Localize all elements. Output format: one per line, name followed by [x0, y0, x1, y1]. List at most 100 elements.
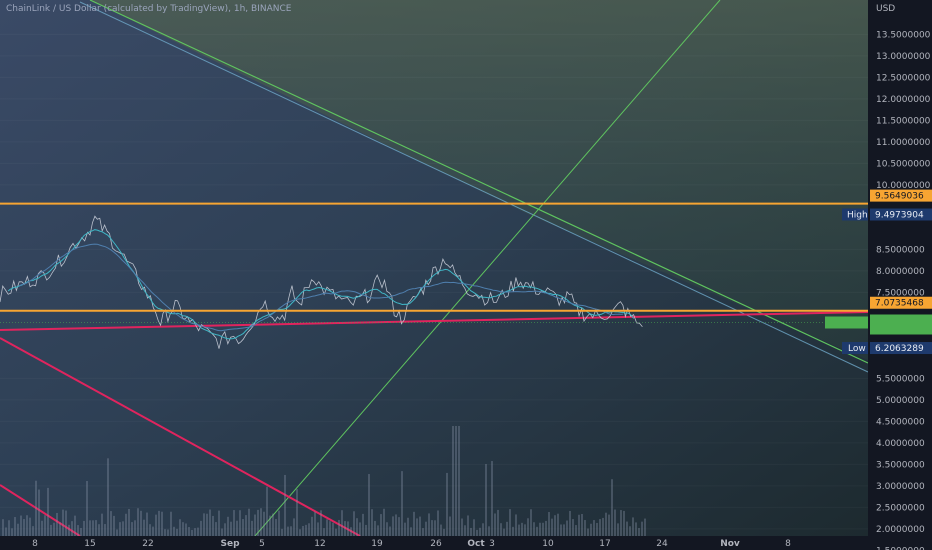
volume-bar	[368, 474, 370, 536]
volume-bar	[35, 480, 37, 536]
trendline-red-descending-1	[0, 337, 361, 537]
trendline-green-ascending	[254, 0, 721, 537]
volume-bar	[200, 520, 202, 536]
x-tick-label: 22	[142, 539, 153, 549]
volume-bar	[371, 509, 373, 536]
volume-bar	[245, 515, 247, 536]
y-tick-label: 13.5000000	[876, 30, 931, 40]
low-badge-text: 6.2063289	[875, 344, 924, 354]
x-tick-label: 5	[259, 539, 265, 549]
volume-bar	[500, 523, 502, 536]
volume-bar	[68, 524, 70, 536]
volume-bar	[107, 458, 109, 536]
volume-bar	[326, 519, 328, 536]
volume-bar	[236, 520, 238, 536]
volume-bar	[149, 524, 151, 536]
volume-bar	[359, 522, 361, 536]
volume-bar	[317, 522, 319, 536]
level-badge-support-text: 7.0735468	[875, 299, 924, 309]
volume-bar	[104, 524, 106, 536]
volume-bar	[251, 520, 253, 536]
volume-bar	[410, 527, 412, 536]
volume-bar	[302, 525, 304, 536]
volume-bar	[581, 513, 583, 536]
volume-bar	[611, 479, 613, 536]
volume-bar	[137, 508, 139, 536]
volume-bar	[134, 520, 136, 536]
volume-bar	[173, 526, 175, 536]
moving-average-fast	[7, 229, 635, 340]
volume-bar	[350, 527, 352, 536]
volume-bar	[401, 471, 403, 536]
level-badge-resistance-text: 9.5649036	[875, 192, 924, 202]
volume-bar	[20, 515, 22, 536]
y-tick-label: 11.5000000	[876, 116, 931, 126]
volume-bar	[605, 512, 607, 536]
volume-bar	[116, 529, 118, 536]
volume-bar	[170, 511, 172, 536]
y-axis-currency: USD	[876, 4, 895, 14]
volume-bar	[314, 511, 316, 536]
volume-bar	[95, 520, 97, 536]
volume-bar	[182, 522, 184, 536]
volume-bar	[443, 528, 445, 536]
high-badge-bg	[870, 208, 932, 221]
y-tick-label: 8.0000000	[876, 267, 925, 277]
volume-bar	[602, 517, 604, 536]
x-axis-panel	[0, 536, 868, 550]
volume-bar	[230, 521, 232, 536]
volume-bar	[320, 510, 322, 536]
volume-bar	[221, 528, 223, 536]
volume-bar	[53, 522, 55, 536]
price-line	[0, 215, 643, 349]
volume-bar	[155, 514, 157, 536]
volume-bar	[11, 528, 13, 536]
volume-bar	[77, 525, 79, 536]
volume-bar	[560, 524, 562, 536]
trendline-green-descending	[89, 0, 869, 364]
volume-bar	[431, 520, 433, 536]
volume-bar	[122, 521, 124, 536]
volume-bar	[296, 489, 298, 536]
high-tag-bg	[842, 208, 868, 221]
volume-bar	[143, 519, 145, 536]
volume-bar	[494, 513, 496, 536]
volume-bar	[74, 515, 76, 536]
volume-bar	[146, 512, 148, 536]
volume-bar	[398, 517, 400, 536]
volume-bar	[425, 521, 427, 536]
volume-bar	[437, 510, 439, 536]
volume-bar	[458, 426, 460, 536]
y-tick-label: 3.0000000	[876, 482, 925, 492]
volume-bar	[512, 526, 514, 536]
volume-bar	[593, 520, 595, 536]
volume-bar	[263, 511, 265, 536]
volume-bar	[242, 519, 244, 536]
volume-bar	[290, 526, 292, 536]
volume-bar	[533, 522, 535, 536]
volume-bar	[332, 522, 334, 536]
volume-bar	[545, 520, 547, 536]
volume-bar	[140, 510, 142, 536]
volume-bar	[65, 510, 67, 536]
volume-bar	[335, 528, 337, 536]
volume-bar	[101, 513, 103, 536]
volume-bar	[596, 522, 598, 536]
volume-bar	[404, 522, 406, 536]
volume-bar	[380, 514, 382, 536]
volume-bar	[212, 515, 214, 536]
volume-bar	[338, 519, 340, 536]
volume-bar	[23, 519, 25, 536]
volume-bar	[542, 522, 544, 536]
volume-bar	[644, 518, 646, 536]
volume-bar	[383, 508, 385, 536]
volume-bar	[467, 515, 469, 536]
y-tick-label: 8.5000000	[876, 245, 925, 255]
volume-bar	[374, 520, 376, 536]
volume-bar	[224, 523, 226, 536]
volume-bar	[125, 513, 127, 536]
current-price-tag	[825, 316, 868, 329]
volume-bar	[329, 521, 331, 536]
